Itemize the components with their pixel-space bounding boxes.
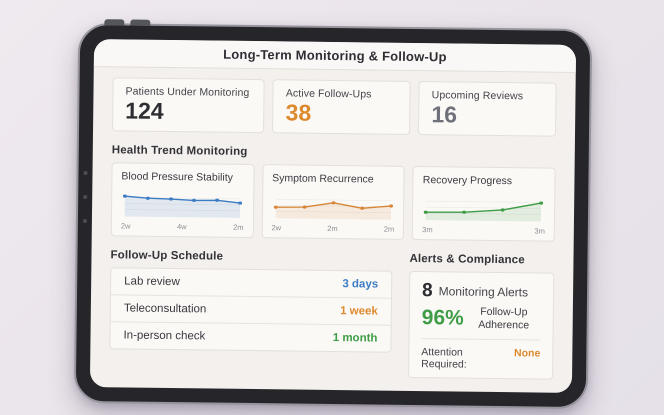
alerts-count-label: Monitoring Alerts (438, 284, 529, 300)
charts-row: Blood Pressure Stability 2w 4w 2m Symptom … (110, 162, 556, 242)
stat-card-reviews[interactable]: Upcoming Reviews 16 (418, 81, 557, 137)
volume-up-button[interactable] (104, 19, 125, 26)
stat-value: 16 (431, 101, 458, 128)
adherence-line: 96% Follow-Up Adherence (422, 305, 541, 334)
stat-card-followups[interactable]: Active Follow-Ups 38 (272, 79, 411, 135)
chart-card-symptom-recurrence[interactable]: Symptom Recurrence 2w 2m 2m (261, 163, 405, 240)
chart-axis-label: 4w (176, 221, 187, 231)
recovery-progress-chart (424, 200, 544, 222)
schedule-row-lab-review[interactable]: Lab review 3 days (111, 268, 391, 297)
chart-axis-label: 2m (327, 223, 338, 233)
schedule-value: 3 days (342, 277, 379, 291)
section-title-trends: Health Trend Monitoring (111, 144, 248, 158)
chart-axis-label: 2m (233, 222, 244, 232)
schedule-value: 1 week (340, 304, 378, 318)
volume-down-button[interactable] (130, 19, 151, 26)
chart-axis-label: 2m (383, 224, 395, 234)
alerts-count: 8 (421, 279, 433, 301)
adherence-value: 96% (421, 306, 464, 330)
chart-title: Symptom Recurrence (272, 172, 374, 186)
chart-axis-label: 2w (271, 223, 282, 233)
chart-card-recovery-progress[interactable]: Recovery Progress 3m 3m (412, 165, 556, 242)
section-title-schedule: Follow-Up Schedule (110, 249, 224, 263)
light-sensor (83, 194, 88, 199)
tablet-device: Long-Term Monitoring & Follow-Up Patient… (73, 19, 593, 410)
schedule-value: 1 month (332, 331, 378, 345)
schedule-card: Lab review 3 days Teleconsultation 1 wee… (109, 267, 393, 353)
schedule-row-teleconsultation[interactable]: Teleconsultation 1 week (110, 294, 392, 325)
schedule-label: Teleconsultation (123, 302, 207, 316)
schedule-label: Lab review (124, 275, 180, 288)
adherence-label: Follow-Up Adherence (478, 305, 530, 332)
dashboard-body: Patients Under Monitoring 124 Active Fol… (90, 67, 576, 380)
blood-pressure-chart (122, 194, 243, 218)
attention-value: None (514, 347, 541, 360)
schedule-column: Follow-Up Schedule Lab review 3 days Tel… (109, 236, 393, 378)
chart-axis-label: 2w (120, 221, 131, 231)
attention-line: Attention Required: None (421, 338, 541, 375)
chart-title: Blood Pressure Stability (121, 170, 234, 184)
alerts-card[interactable]: 8 Monitoring Alerts 96% Follow-Up Adhere… (408, 270, 555, 380)
schedule-row-in-person-check[interactable]: In-person check 1 month (110, 321, 391, 352)
stat-value: 38 (285, 99, 312, 126)
stat-card-patients[interactable]: Patients Under Monitoring 124 (112, 77, 266, 133)
bottom-row: Follow-Up Schedule Lab review 3 days Tel… (109, 236, 555, 380)
attention-label: Attention Required: (421, 346, 467, 371)
stat-value: 124 (125, 97, 164, 124)
chart-title: Recovery Progress (422, 173, 513, 187)
chart-axis-label: 3m (534, 226, 545, 236)
front-camera (83, 170, 88, 175)
chart-axis-label: 3m (422, 224, 433, 234)
alerts-column: Alerts & Compliance 8 Monitoring Alerts … (408, 240, 555, 380)
chart-card-blood-pressure[interactable]: Blood Pressure Stability 2w 4w 2m (110, 162, 255, 238)
section-title-alerts: Alerts & Compliance (409, 252, 525, 267)
schedule-label: In-person check (123, 329, 206, 343)
tablet-screen: Long-Term Monitoring & Follow-Up Patient… (89, 39, 577, 393)
page-title: Long-Term Monitoring & Follow-Up (223, 46, 447, 65)
chart-x-labels: 2w 2m 2m (271, 223, 394, 233)
camera-dot (82, 218, 87, 223)
chart-x-labels: 2w 4w 2m (121, 221, 244, 231)
symptom-recurrence-chart (273, 198, 393, 220)
monitoring-alerts-line: 8 Monitoring Alerts (422, 280, 541, 303)
stats-row: Patients Under Monitoring 124 Active Fol… (112, 77, 557, 137)
chart-x-labels: 3m 3m (422, 225, 545, 235)
